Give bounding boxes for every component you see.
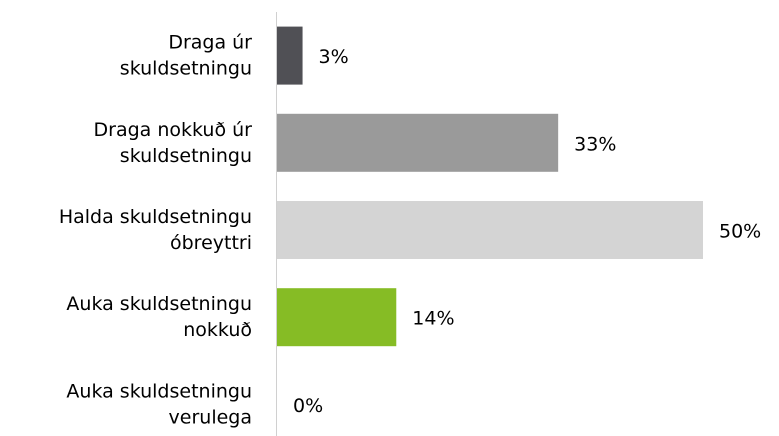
category-label-line: Draga úr bbox=[168, 31, 252, 53]
bar bbox=[277, 288, 397, 347]
value-label: 0% bbox=[293, 395, 323, 417]
bar bbox=[277, 26, 303, 85]
value-label: 33% bbox=[574, 133, 616, 155]
value-label: 14% bbox=[412, 308, 454, 330]
category-label-line: nokkuð bbox=[183, 319, 252, 341]
category-label-line: óbreyttri bbox=[170, 232, 252, 254]
category-label: Auka skuldsetningu nokkuð bbox=[66, 293, 252, 341]
value-label: 50% bbox=[719, 221, 761, 243]
bar bbox=[277, 113, 559, 172]
bar bbox=[277, 201, 703, 259]
category-label: Auka skuldsetningu verulega bbox=[66, 380, 252, 428]
category-label-line: Halda skuldsetningu bbox=[59, 206, 252, 228]
category-label-line: Auka skuldsetningu bbox=[66, 380, 252, 402]
category-label: Draga nokkuð úr skuldsetningu bbox=[94, 118, 253, 166]
category-label: Draga úr skuldsetningu bbox=[120, 31, 252, 79]
category-label-line: Draga nokkuð úr bbox=[94, 118, 253, 140]
category-label-line: Auka skuldsetningu bbox=[66, 293, 252, 315]
category-label-line: skuldsetningu bbox=[120, 57, 252, 79]
category-label: Halda skuldsetningu óbreyttri bbox=[59, 206, 252, 254]
category-label-line: verulega bbox=[169, 406, 252, 428]
category-label-line: skuldsetningu bbox=[120, 144, 252, 166]
value-label: 3% bbox=[319, 46, 349, 68]
